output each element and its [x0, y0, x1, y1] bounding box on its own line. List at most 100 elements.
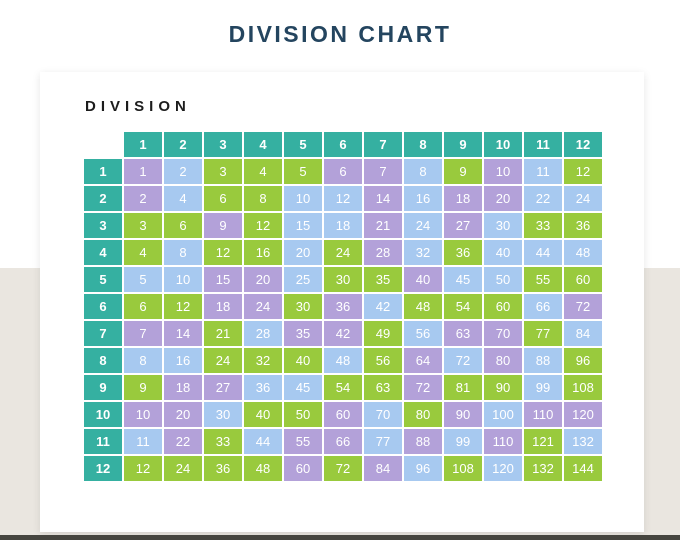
row-header-cell: 5 — [84, 267, 122, 292]
col-header-cell: 12 — [564, 132, 602, 157]
value-cell: 18 — [444, 186, 482, 211]
value-cell: 50 — [484, 267, 522, 292]
value-cell: 10 — [164, 267, 202, 292]
value-cell: 5 — [284, 159, 322, 184]
value-cell: 2 — [124, 186, 162, 211]
value-cell: 132 — [564, 429, 602, 454]
value-cell: 8 — [244, 186, 282, 211]
value-cell: 12 — [164, 294, 202, 319]
value-cell: 84 — [564, 321, 602, 346]
value-cell: 11 — [524, 159, 562, 184]
value-cell: 1 — [124, 159, 162, 184]
row-header-cell: 2 — [84, 186, 122, 211]
value-cell: 72 — [404, 375, 442, 400]
desk-edge — [0, 535, 680, 540]
value-cell: 2 — [164, 159, 202, 184]
value-cell: 20 — [164, 402, 202, 427]
value-cell: 28 — [244, 321, 282, 346]
value-cell: 7 — [124, 321, 162, 346]
value-cell: 11 — [124, 429, 162, 454]
value-cell: 36 — [444, 240, 482, 265]
value-cell: 72 — [564, 294, 602, 319]
worksheet-card: DIVISION 1 2 3 4 5 6 7 8 9 10 11 12 1 1 2 3 4 5 6 7 8 9 10 11 12… — [40, 72, 644, 532]
value-cell: 14 — [364, 186, 402, 211]
value-cell: 6 — [204, 186, 242, 211]
row-header-cell: 11 — [84, 429, 122, 454]
value-cell: 96 — [404, 456, 442, 481]
value-cell: 100 — [484, 402, 522, 427]
value-cell: 120 — [484, 456, 522, 481]
value-cell: 15 — [284, 213, 322, 238]
value-cell: 36 — [564, 213, 602, 238]
value-cell: 48 — [324, 348, 362, 373]
value-cell: 35 — [364, 267, 402, 292]
value-cell: 54 — [324, 375, 362, 400]
value-cell: 45 — [284, 375, 322, 400]
value-cell: 16 — [164, 348, 202, 373]
value-cell: 70 — [364, 402, 402, 427]
value-cell: 44 — [244, 429, 282, 454]
value-cell: 10 — [124, 402, 162, 427]
value-cell: 60 — [324, 402, 362, 427]
value-cell: 108 — [444, 456, 482, 481]
corner-cell — [84, 132, 122, 157]
col-header-cell: 1 — [124, 132, 162, 157]
value-cell: 24 — [204, 348, 242, 373]
value-cell: 30 — [284, 294, 322, 319]
value-cell: 22 — [164, 429, 202, 454]
value-cell: 132 — [524, 456, 562, 481]
value-cell: 81 — [444, 375, 482, 400]
value-cell: 48 — [404, 294, 442, 319]
value-cell: 30 — [484, 213, 522, 238]
value-cell: 12 — [324, 186, 362, 211]
value-cell: 99 — [524, 375, 562, 400]
value-cell: 33 — [524, 213, 562, 238]
value-cell: 80 — [484, 348, 522, 373]
value-cell: 90 — [444, 402, 482, 427]
value-cell: 56 — [364, 348, 402, 373]
col-header-cell: 4 — [244, 132, 282, 157]
value-cell: 40 — [284, 348, 322, 373]
value-cell: 24 — [404, 213, 442, 238]
value-cell: 28 — [364, 240, 402, 265]
value-cell: 6 — [164, 213, 202, 238]
row-header-cell: 3 — [84, 213, 122, 238]
value-cell: 66 — [324, 429, 362, 454]
value-cell: 72 — [444, 348, 482, 373]
value-cell: 110 — [484, 429, 522, 454]
row-header-cell: 9 — [84, 375, 122, 400]
value-cell: 40 — [244, 402, 282, 427]
row-header-cell: 4 — [84, 240, 122, 265]
value-cell: 64 — [404, 348, 442, 373]
col-header-cell: 10 — [484, 132, 522, 157]
value-cell: 63 — [364, 375, 402, 400]
value-cell: 32 — [244, 348, 282, 373]
value-cell: 4 — [164, 186, 202, 211]
value-cell: 18 — [204, 294, 242, 319]
value-cell: 84 — [364, 456, 402, 481]
value-cell: 18 — [324, 213, 362, 238]
value-cell: 77 — [524, 321, 562, 346]
col-header-cell: 5 — [284, 132, 322, 157]
value-cell: 20 — [484, 186, 522, 211]
col-header-cell: 8 — [404, 132, 442, 157]
value-cell: 8 — [124, 348, 162, 373]
col-header-cell: 7 — [364, 132, 402, 157]
value-cell: 24 — [164, 456, 202, 481]
value-cell: 20 — [244, 267, 282, 292]
value-cell: 30 — [204, 402, 242, 427]
value-cell: 6 — [124, 294, 162, 319]
value-cell: 40 — [404, 267, 442, 292]
row-header-cell: 10 — [84, 402, 122, 427]
value-cell: 33 — [204, 429, 242, 454]
value-cell: 12 — [244, 213, 282, 238]
value-cell: 36 — [204, 456, 242, 481]
value-cell: 6 — [324, 159, 362, 184]
value-cell: 4 — [124, 240, 162, 265]
value-cell: 60 — [284, 456, 322, 481]
value-cell: 77 — [364, 429, 402, 454]
value-cell: 12 — [124, 456, 162, 481]
value-cell: 63 — [444, 321, 482, 346]
value-cell: 60 — [484, 294, 522, 319]
value-cell: 48 — [564, 240, 602, 265]
